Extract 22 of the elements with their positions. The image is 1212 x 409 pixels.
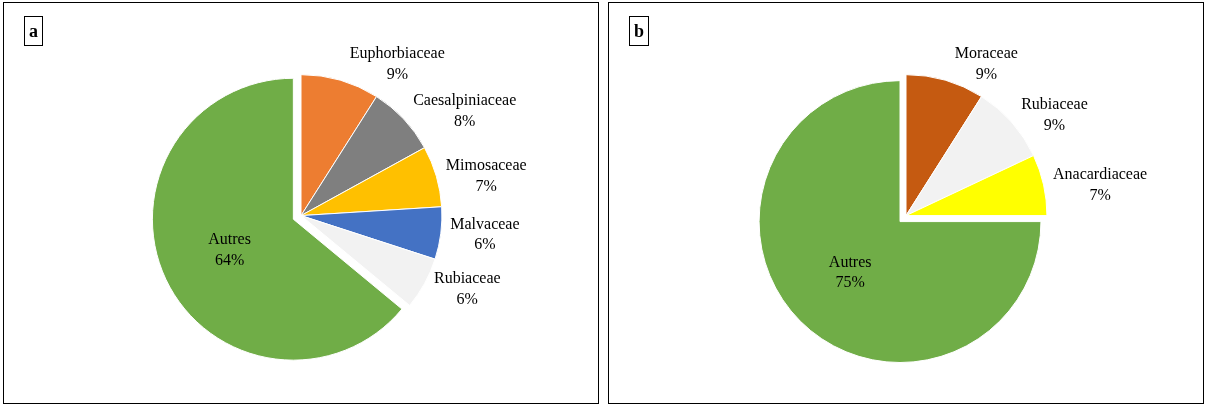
chart-title: a xyxy=(29,21,38,41)
data-label: 7% xyxy=(475,176,497,194)
data-label: 7% xyxy=(1089,185,1111,203)
slice-label: Malvaceae xyxy=(450,214,520,232)
data-label: 6% xyxy=(474,235,496,253)
data-label: 6% xyxy=(456,289,478,307)
slice-label: Autres xyxy=(208,230,251,248)
slice-label: Rubiaceae xyxy=(433,268,501,286)
chart-title: b xyxy=(634,21,645,41)
slice-label: Caesalpiniaceae xyxy=(413,91,517,110)
data-label: 75% xyxy=(835,273,865,291)
slice-label: Euphorbiaceae xyxy=(349,43,445,62)
slice-label: Autres xyxy=(828,252,872,270)
data-label: 9% xyxy=(386,64,408,82)
slice-label: Anacardiaceae xyxy=(1053,165,1148,183)
data-label: 9% xyxy=(1043,116,1066,134)
data-label: 8% xyxy=(454,112,476,130)
slice-label: Rubiaceae xyxy=(1021,95,1088,113)
data-label: 9% xyxy=(975,64,997,82)
slice-label: Mimosaceae xyxy=(445,155,527,173)
data-label: 64% xyxy=(214,251,245,269)
slice-label: Moraceae xyxy=(954,43,1018,61)
